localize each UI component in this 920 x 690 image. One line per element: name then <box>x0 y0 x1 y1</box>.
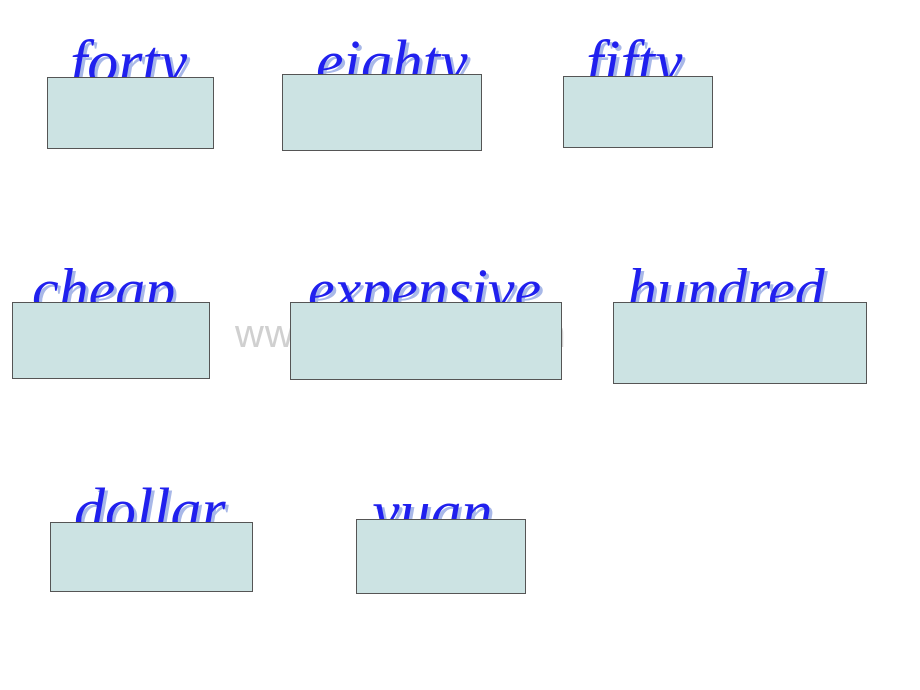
cover-box[interactable] <box>282 74 482 151</box>
cover-box[interactable] <box>356 519 526 594</box>
cover-box[interactable] <box>47 77 214 149</box>
cover-box[interactable] <box>290 302 562 380</box>
cover-box[interactable] <box>613 302 867 384</box>
cover-box[interactable] <box>563 76 713 148</box>
cover-box[interactable] <box>50 522 253 592</box>
cover-box[interactable] <box>12 302 210 379</box>
